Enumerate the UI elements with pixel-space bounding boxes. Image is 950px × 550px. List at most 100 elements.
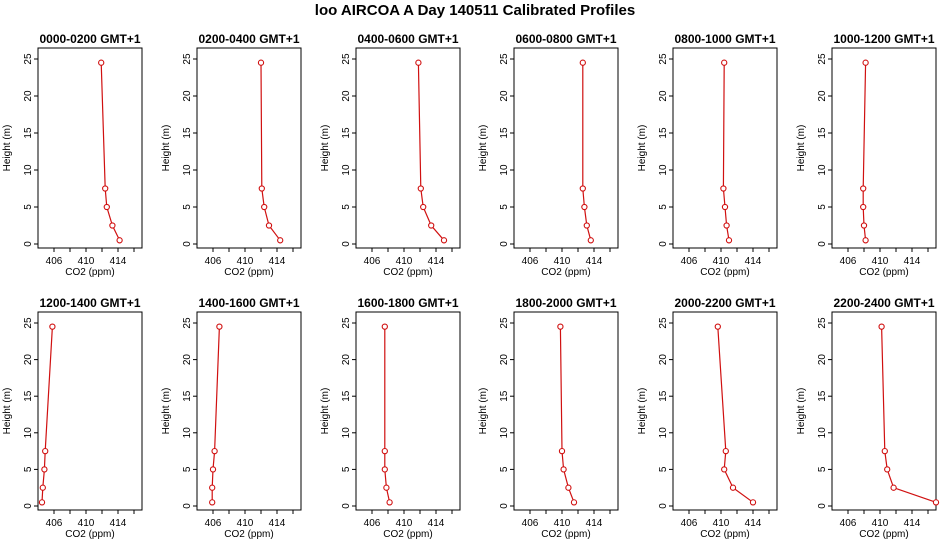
y-tick-label: 25 xyxy=(499,317,510,329)
y-tick-label: 20 xyxy=(341,90,352,102)
panel-title: 0200-0400 GMT+1 xyxy=(198,32,299,46)
x-axis-label: CO2 (ppm) xyxy=(541,267,590,278)
data-point xyxy=(881,447,888,455)
y-axis-label: Height (m) xyxy=(796,125,807,172)
y-axis-label: Height (m) xyxy=(161,125,172,172)
data-point xyxy=(417,185,424,192)
x-tick-label: 406 xyxy=(522,518,539,529)
panel-frame xyxy=(831,311,937,511)
data-point xyxy=(583,222,590,229)
profile-line xyxy=(260,62,281,241)
y-tick-label: 5 xyxy=(817,466,828,472)
y-tick-label: 0 xyxy=(341,503,352,509)
y-tick-label: 10 xyxy=(341,164,352,176)
x-tick-label: 410 xyxy=(713,518,730,529)
y-tick-label: 10 xyxy=(817,164,828,176)
data-point xyxy=(890,484,897,491)
x-tick-label: 414 xyxy=(269,256,286,267)
data-point xyxy=(587,237,594,244)
profile-line xyxy=(559,326,575,503)
data-point xyxy=(878,323,885,330)
y-tick-label: 15 xyxy=(658,127,669,139)
x-tick-label: 406 xyxy=(205,256,222,267)
x-tick-label: 406 xyxy=(681,518,698,529)
data-point xyxy=(428,222,435,229)
y-tick-label: 10 xyxy=(182,427,193,439)
panel-0800-1000-gmt+1: 0800-1000 GMT+1 406 410 414 0 5 10 15 20 25 CO2 (p… xyxy=(637,32,778,278)
y-axis-label: Height (m) xyxy=(796,388,807,435)
data-point xyxy=(581,203,588,211)
y-tick-label: 15 xyxy=(182,127,193,139)
data-point xyxy=(209,466,217,473)
x-tick-label: 406 xyxy=(840,518,857,529)
y-axis-label: Height (m) xyxy=(2,125,13,172)
data-point xyxy=(109,222,116,229)
panel-frame xyxy=(672,311,778,511)
data-point xyxy=(884,466,891,473)
y-axis-label: Height (m) xyxy=(637,388,648,435)
y-tick-label: 25 xyxy=(23,53,34,65)
panel-1800-2000-gmt+1: 1800-2000 GMT+1 406 410 414 0 5 10 15 20 25 CO2 (p… xyxy=(478,296,619,540)
x-tick-label: 410 xyxy=(713,256,730,267)
panel-title: 2200-2400 GMT+1 xyxy=(833,296,934,310)
panel-title: 0600-0800 GMT+1 xyxy=(515,32,616,46)
panel-frame xyxy=(831,47,937,249)
y-tick-label: 0 xyxy=(499,503,510,509)
data-point xyxy=(42,447,49,455)
y-tick-label: 20 xyxy=(182,354,193,366)
y-tick-label: 0 xyxy=(817,241,828,247)
x-tick-label: 406 xyxy=(364,256,381,267)
data-point xyxy=(557,323,564,330)
panel-title: 1400-1600 GMT+1 xyxy=(198,296,299,310)
panel-frame xyxy=(37,47,143,249)
panel-frame xyxy=(37,311,143,511)
data-point xyxy=(265,222,273,229)
profile-line xyxy=(862,62,867,241)
panel-0600-0800-gmt+1: 0600-0800 GMT+1 406 410 414 0 5 10 15 20 25 CO2 (p… xyxy=(478,32,619,278)
panel-0200-0400-gmt+1: 0200-0400 GMT+1 406 410 414 0 5 10 15 20 25 CO2 (p… xyxy=(161,32,302,278)
x-tick-label: 410 xyxy=(396,518,413,529)
panel-title: 0000-0200 GMT+1 xyxy=(39,32,140,46)
x-tick-label: 414 xyxy=(428,518,445,529)
data-point xyxy=(49,323,56,330)
panel-frame xyxy=(672,47,778,249)
y-tick-label: 20 xyxy=(499,90,510,102)
y-tick-label: 10 xyxy=(23,427,34,439)
data-point xyxy=(714,323,721,330)
y-tick-label: 10 xyxy=(499,427,510,439)
panel-2200-2400-gmt+1: 2200-2400 GMT+1 406 410 414 0 5 10 15 20 25 CO2 (p… xyxy=(796,296,940,540)
panel-frame xyxy=(355,311,461,511)
data-point xyxy=(216,323,223,330)
y-tick-label: 10 xyxy=(499,164,510,176)
y-tick-label: 25 xyxy=(658,317,669,329)
x-axis-label: CO2 (ppm) xyxy=(700,529,749,540)
x-tick-label: 414 xyxy=(110,256,127,267)
panel-title: 0800-1000 GMT+1 xyxy=(674,32,775,46)
y-tick-label: 15 xyxy=(817,127,828,139)
x-axis-label: CO2 (ppm) xyxy=(224,267,273,278)
y-tick-label: 15 xyxy=(182,390,193,402)
y-tick-label: 5 xyxy=(817,204,828,210)
y-tick-label: 15 xyxy=(23,127,34,139)
y-axis-label: Height (m) xyxy=(478,388,489,435)
data-point xyxy=(415,59,422,66)
y-tick-label: 25 xyxy=(817,53,828,65)
y-tick-label: 20 xyxy=(23,90,34,102)
x-tick-label: 406 xyxy=(46,256,63,267)
y-tick-label: 15 xyxy=(817,390,828,402)
y-tick-label: 15 xyxy=(658,390,669,402)
panel-title: 1600-1800 GMT+1 xyxy=(357,296,458,310)
x-tick-label: 414 xyxy=(904,518,921,529)
y-tick-label: 5 xyxy=(499,204,510,210)
x-tick-label: 410 xyxy=(78,256,95,267)
y-tick-label: 20 xyxy=(182,90,193,102)
panel-1400-1600-gmt+1: 1400-1600 GMT+1 406 410 414 0 5 10 15 20 25 CO2 (p… xyxy=(161,296,302,540)
data-point xyxy=(862,59,869,66)
profile-line xyxy=(582,62,592,241)
profile-line xyxy=(417,62,445,241)
y-tick-label: 5 xyxy=(23,204,34,210)
x-tick-label: 414 xyxy=(428,256,445,267)
y-tick-label: 5 xyxy=(182,466,193,472)
data-point xyxy=(725,237,733,244)
data-point xyxy=(723,222,730,229)
